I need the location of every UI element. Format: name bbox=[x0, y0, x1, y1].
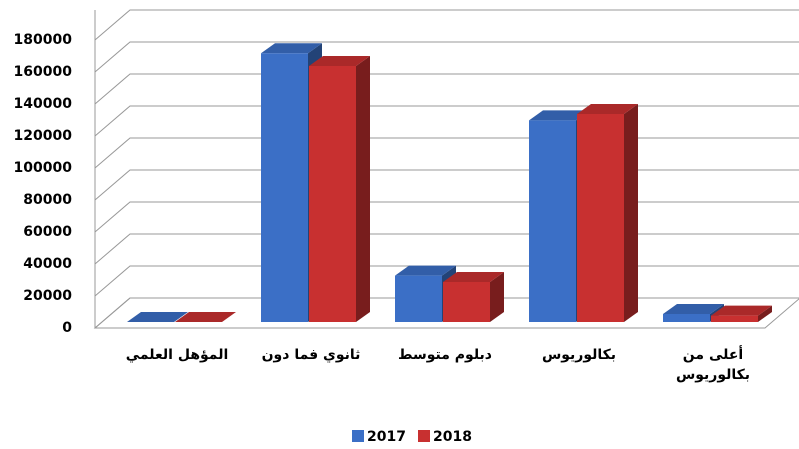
bar-face bbox=[529, 110, 590, 121]
bar-face bbox=[711, 305, 772, 316]
bar bbox=[577, 104, 638, 322]
bar bbox=[127, 312, 188, 322]
bar-face bbox=[395, 275, 442, 322]
grid-line bbox=[94, 233, 799, 265]
bar-face bbox=[577, 114, 624, 322]
bar-face bbox=[261, 43, 322, 54]
y-tick-label: 180000 bbox=[14, 32, 73, 48]
bar bbox=[663, 304, 724, 322]
legend-label: 2017 bbox=[367, 429, 406, 445]
grid-line bbox=[94, 9, 799, 41]
bar bbox=[309, 56, 370, 322]
x-tick-label: دبلوم متوسط bbox=[398, 347, 492, 363]
bar-face bbox=[356, 56, 370, 322]
bar-face bbox=[624, 104, 638, 322]
grid-line bbox=[94, 105, 799, 137]
x-tick-label: ثانوي فما دون bbox=[261, 347, 361, 363]
y-tick-label: 60000 bbox=[23, 224, 72, 240]
x-tick-label: المؤهل العلمي bbox=[125, 347, 229, 363]
bar-face bbox=[175, 312, 236, 322]
x-tick-label: بكالوريوس bbox=[541, 347, 617, 363]
bar bbox=[711, 305, 772, 322]
bar-face bbox=[261, 53, 308, 322]
y-tick-label: 140000 bbox=[14, 96, 73, 112]
y-tick-label: 0 bbox=[62, 320, 72, 336]
y-tick-label: 120000 bbox=[14, 128, 73, 144]
legend-swatch bbox=[418, 430, 430, 442]
bar bbox=[443, 272, 504, 322]
grid-line bbox=[94, 73, 799, 105]
grid-line bbox=[94, 169, 799, 201]
y-tick-label: 80000 bbox=[23, 192, 72, 208]
legend-label: 2018 bbox=[433, 429, 472, 445]
x-tick-label: أعلى من بكالوريوس bbox=[675, 347, 751, 383]
grid-line bbox=[94, 201, 799, 233]
bar-face bbox=[309, 66, 356, 322]
bar-face bbox=[663, 304, 724, 314]
bar-face bbox=[663, 314, 710, 322]
bar bbox=[175, 312, 236, 322]
bar-face bbox=[443, 282, 490, 322]
bar-face bbox=[395, 265, 456, 276]
y-tick-label: 160000 bbox=[14, 64, 73, 80]
bar-face bbox=[309, 56, 370, 66]
y-tick-label: 100000 bbox=[14, 160, 73, 176]
bar-face bbox=[711, 315, 758, 322]
y-tick-label: 20000 bbox=[23, 288, 72, 304]
legend-swatch bbox=[352, 430, 364, 442]
bar-face bbox=[490, 272, 504, 322]
bar-face bbox=[529, 120, 576, 323]
bar-face bbox=[577, 104, 638, 114]
grid-line bbox=[94, 41, 799, 73]
grid-line bbox=[94, 137, 799, 169]
y-tick-label: 40000 bbox=[23, 256, 72, 272]
bar-face bbox=[758, 305, 772, 322]
bar-face bbox=[443, 272, 504, 282]
bar-face bbox=[127, 312, 188, 322]
